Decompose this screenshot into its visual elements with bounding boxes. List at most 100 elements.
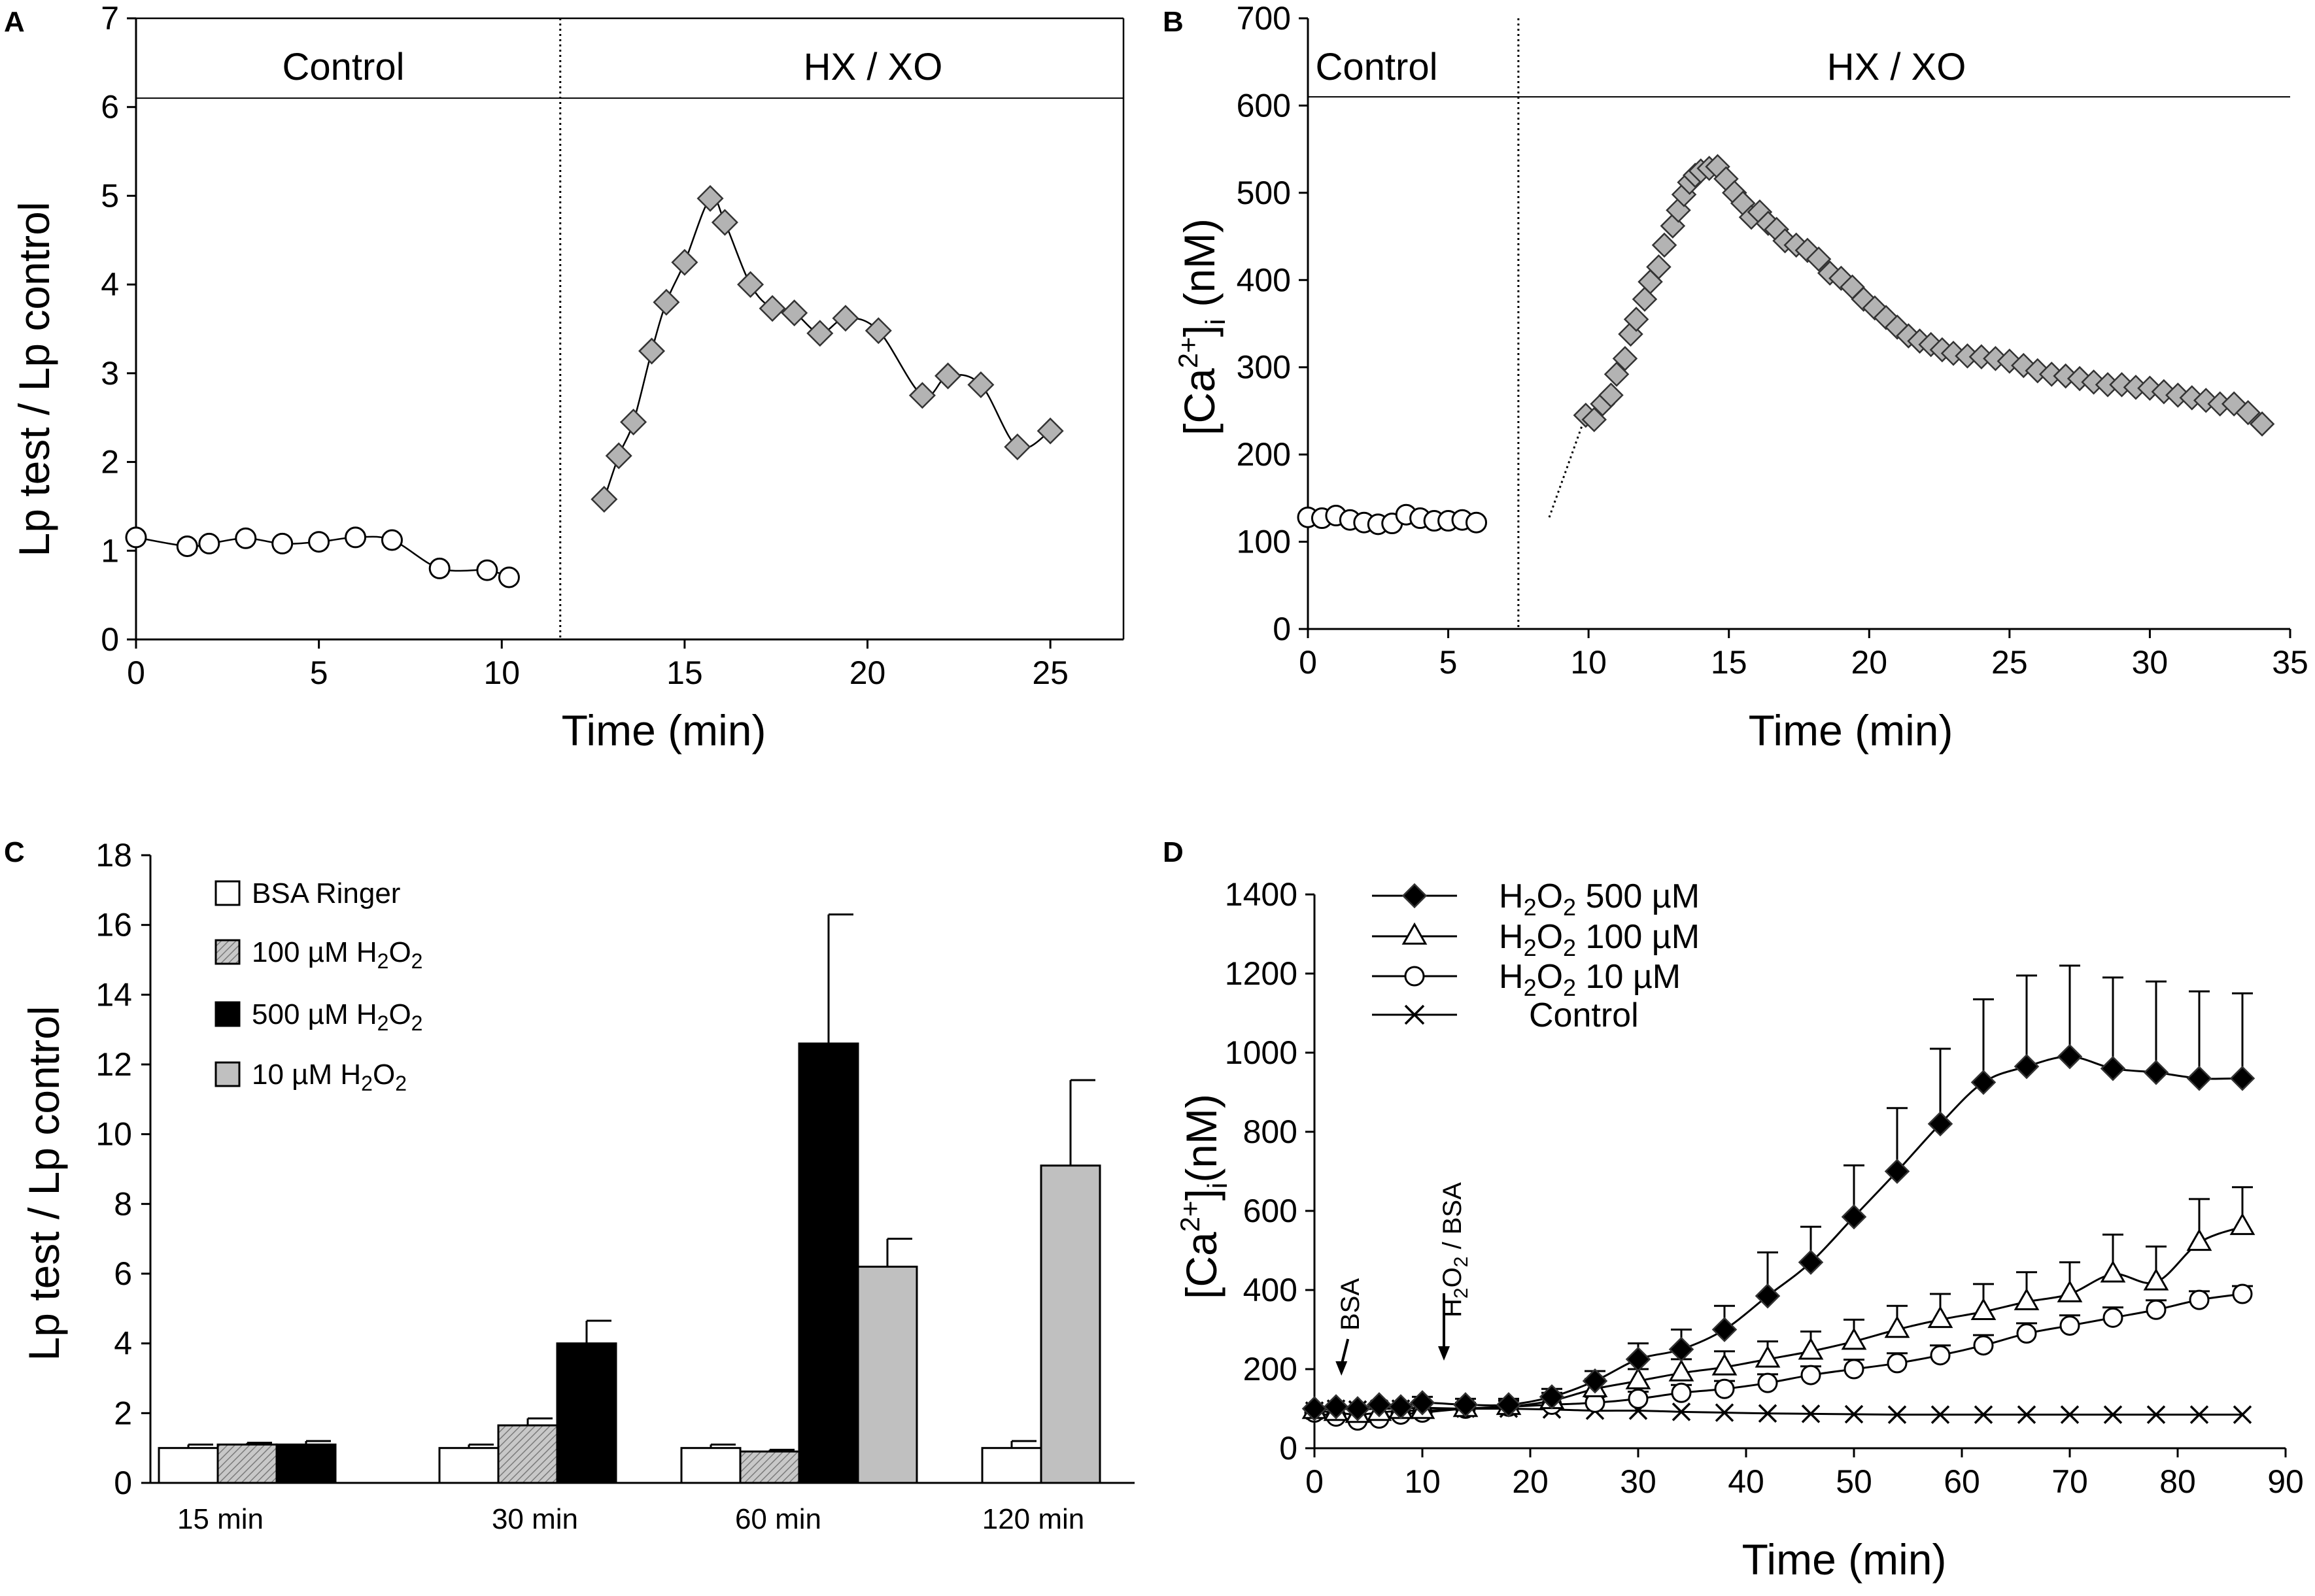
panel-b-point [1612,346,1638,371]
legend-sub: 2 [377,1011,389,1035]
panel-d-xtick-label: 60 [1944,1463,1980,1500]
legend-rest: 10 µM [1576,958,1681,996]
panel-c-bar [857,1265,918,1484]
panel-d-xtick-label: 30 [1620,1463,1656,1500]
panel-a-xtick-label: 5 [310,654,328,691]
panel-a-ytick-label: 2 [101,444,119,481]
legend-sub: 2 [377,949,389,973]
panel-b-ytick-label: 500 [1237,175,1291,211]
panel-d-point [2189,1289,2210,1310]
panel-d-xtick-label: 50 [1836,1463,1872,1500]
panel-c-bar [158,1447,219,1484]
panel-b-band-hxxo: HX / XO [1827,46,1966,88]
panel-d-point [1345,1396,1371,1421]
legend-sub2: 2 [411,949,423,973]
panel-d-point [1711,1353,1738,1376]
panel-d-arrow-shaft [1340,1338,1350,1366]
panel-d-xtick-label: 70 [2051,1463,2088,1500]
legend-mid: O [388,998,411,1030]
panel-c-bar [739,1450,800,1484]
panel-c-ytick-label: 14 [95,976,132,1013]
panel-d-xtick-label: 20 [1512,1463,1549,1500]
panel-d-point [1927,1306,1953,1329]
panel-d-point [1798,1337,1824,1360]
legend-sub: 2 [361,1072,373,1095]
panel-d-xtick-label: 80 [2159,1463,2196,1500]
panel-c-category-label: 30 min [492,1503,578,1535]
panel-d-point [2189,1405,2209,1424]
panel-c-ytick-label: 2 [114,1395,132,1431]
panel-d-point [1970,1070,1997,1095]
panel-a-point [653,288,680,316]
panel-c-ytick-label: 4 [114,1325,132,1362]
panel-a-point [591,486,618,513]
panel-b-point [1646,254,1672,280]
panel-b-ytick-label: 700 [1237,0,1291,37]
panel-c-bar [981,1447,1042,1484]
panel-d-point [1974,1405,1993,1424]
panel-d-point [1628,1388,1649,1409]
panel-c-letter: C [4,836,25,868]
panel-b-ylabel-unit: (nM) [1175,218,1224,307]
panel-d-point [1843,1359,1864,1380]
panel-a-point [620,408,647,436]
panel-d-point [2143,1268,2169,1291]
panel-a-point [908,382,936,409]
panel-c-ytick-label: 10 [95,1116,132,1153]
panel-d-ylabel: [Ca2+]i(nM) [1175,1094,1233,1299]
panel-a-ytick-label: 7 [101,0,119,37]
panel-a-point [381,529,403,551]
panel-a-point [235,527,257,549]
panel-b-ytick-label: 0 [1273,611,1291,647]
panel-d-point [2014,1053,2040,1079]
panel-d-point [2233,1405,2252,1424]
panel-d-point [2100,1260,2126,1283]
panel-c-ytick-label: 0 [114,1465,132,1501]
panel-a-ytick-label: 3 [101,355,119,392]
panel-a-point [476,559,498,581]
panel-d-point [1755,1283,1781,1309]
panel-a-point [271,532,294,554]
panel-b-point [1623,307,1649,332]
panel-d: D Time (min) [Ca2+]i(nM) BSA H2O2 / BSA … [1163,836,2304,1584]
legend-rest: 500 µM [1576,877,1700,915]
panel-c: C Lp test / Lp control 0 2 4 6 8 10 12 14 16 18 15… [4,836,1135,1535]
panel-d-point [1844,1404,1864,1424]
panel-d-point [1496,1392,1522,1418]
panel-d-ytick-label: 1400 [1225,876,1297,913]
panel-d-ytick-label: 0 [1279,1430,1297,1467]
panel-c-bar [798,1042,859,1484]
panel-b-point [1465,511,1487,534]
panel-a-point [935,362,962,390]
panel-b-point [1581,407,1607,433]
panel-a-xtick-label: 20 [849,654,886,691]
panel-d-ytick-label: 1200 [1225,955,1297,992]
panel-a-xtick-label: 10 [483,654,520,691]
panel-d-point [1884,1316,1910,1338]
panel-b-ytick-label: 200 [1237,436,1291,473]
panel-b-point [1884,314,1910,340]
panel-d-arrow-head [1438,1346,1450,1361]
panel-d-point [1582,1368,1608,1394]
panel-d-point [2057,1044,2083,1070]
panel-d-ann2-sub: 2 [1450,1287,1472,1299]
panel-d-point [1409,1390,1435,1416]
panel-a-band-hxxo: HX / XO [804,46,943,88]
panel-a-xtick-label: 25 [1032,654,1069,691]
panel-d-point [2229,1066,2255,1091]
panel-c-bar [438,1447,500,1484]
panel-a-ytick-label: 0 [101,621,119,658]
panel-d-point [2186,1229,2212,1251]
panel-a-point [198,532,220,554]
panel-b-xtick-label: 10 [1570,644,1607,681]
panel-a-point [345,526,367,549]
panel-d-ytick-label: 200 [1243,1351,1297,1387]
panel-b-ytick-label: 600 [1237,87,1291,124]
panel-a-ytick-label: 6 [101,89,119,126]
panel-b-ytick-label: 300 [1237,349,1291,386]
panel-a-ytick-label: 1 [101,532,119,569]
legend-main: H [1499,877,1524,915]
panel-d-ann2-main: H [1438,1299,1467,1317]
legend-sub2: 2 [411,1011,423,1035]
